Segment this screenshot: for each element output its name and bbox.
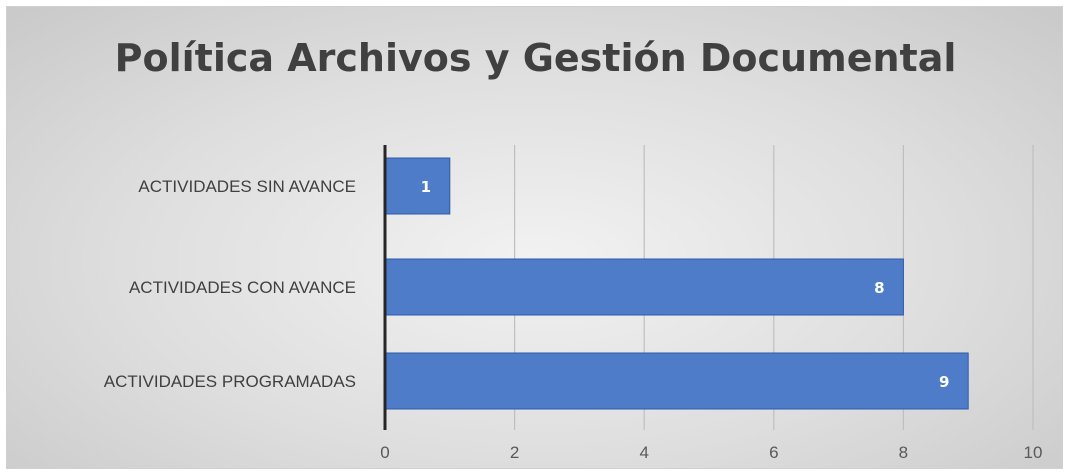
data-label: 8 — [874, 279, 884, 297]
bar — [384, 157, 451, 215]
x-tick-label: 10 — [1024, 443, 1043, 462]
x-tick-label: 0 — [380, 443, 389, 462]
bar — [384, 258, 904, 316]
bar — [384, 352, 969, 410]
category-label: ACTIVIDADES PROGRAMADAS — [104, 372, 356, 391]
x-tick-label: 6 — [769, 443, 778, 462]
category-label: ACTIVIDADES SIN AVANCE — [138, 177, 356, 196]
x-tick-label: 4 — [639, 443, 648, 462]
bar-chart: 0 2 4 6 8 10 ACTIVIDADES SIN AVANCE 1 ACTIVIDADE… — [104, 145, 1043, 462]
category-label: ACTIVIDADES CON AVANCE — [129, 278, 356, 297]
data-label: 9 — [939, 373, 949, 391]
x-tick-label: 2 — [510, 443, 519, 462]
x-tick-label: 8 — [899, 443, 908, 462]
chart-area: Política Archivos y Gestión Documental 0… — [6, 6, 1063, 469]
chart-title: Política Archivos y Gestión Documental — [114, 36, 957, 80]
data-label: 1 — [421, 178, 431, 196]
